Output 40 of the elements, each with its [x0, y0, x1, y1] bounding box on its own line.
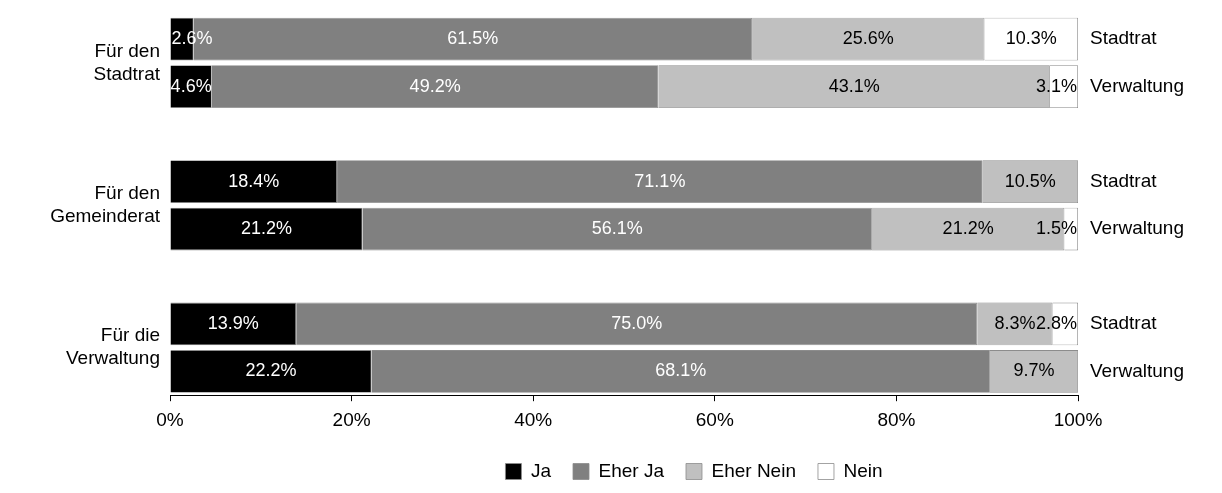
data-label: 18.4%: [228, 170, 280, 191]
data-label: 2.8%: [1035, 312, 1077, 333]
y-tick-label: Verwaltung: [1090, 74, 1185, 96]
legend-label: Eher Nein: [711, 459, 796, 481]
x-tick-label: 0%: [156, 408, 184, 430]
data-label: 1.5%: [1035, 218, 1077, 239]
legend-label: Nein: [843, 459, 883, 481]
legend-label: Eher Ja: [598, 459, 665, 481]
data-label: 22.2%: [245, 360, 297, 381]
data-label: 3.1%: [1035, 75, 1077, 96]
y-tick-label: Verwaltung: [1090, 359, 1185, 381]
x-tick-label: 100%: [1053, 408, 1103, 430]
text: Für die Verwaltung: [65, 324, 160, 369]
text: Für den Gemeinderat: [50, 182, 161, 227]
data-label: 10.3%: [1005, 28, 1057, 49]
data-label: 61.5%: [447, 28, 499, 49]
y-tick-label: Verwaltung: [1090, 217, 1185, 239]
data-label: 75.0%: [611, 312, 663, 333]
legend-label: Ja: [530, 459, 552, 481]
x-tick-label: 80%: [877, 408, 916, 430]
data-label: 25.6%: [842, 28, 894, 49]
data-label: 21.2%: [240, 218, 293, 239]
text: Für den Stadtrat: [93, 39, 161, 84]
data-label: 8.3%: [994, 312, 1036, 333]
y-tick-label: Stadtrat: [1090, 27, 1158, 49]
y-tick-label: Stadtrat: [1090, 169, 1158, 191]
data-label: 43.1%: [828, 75, 880, 96]
data-label: 21.2%: [942, 218, 994, 239]
x-tick-label: 40%: [514, 408, 553, 430]
data-label: 10.5%: [1004, 170, 1056, 191]
x-tick-label: 60%: [695, 408, 734, 430]
data-label: 13.9%: [207, 312, 259, 333]
x-tick-label: 20%: [332, 408, 371, 430]
data-label: 49.2%: [409, 75, 461, 96]
y-tick-label: Stadtrat: [1090, 312, 1158, 334]
data-label: 9.7%: [1013, 360, 1055, 381]
data-label: 4.6%: [170, 75, 212, 96]
data-label: 71.1%: [634, 170, 686, 191]
data-label: 56.1%: [591, 218, 643, 239]
data-label: 68.1%: [655, 360, 707, 381]
